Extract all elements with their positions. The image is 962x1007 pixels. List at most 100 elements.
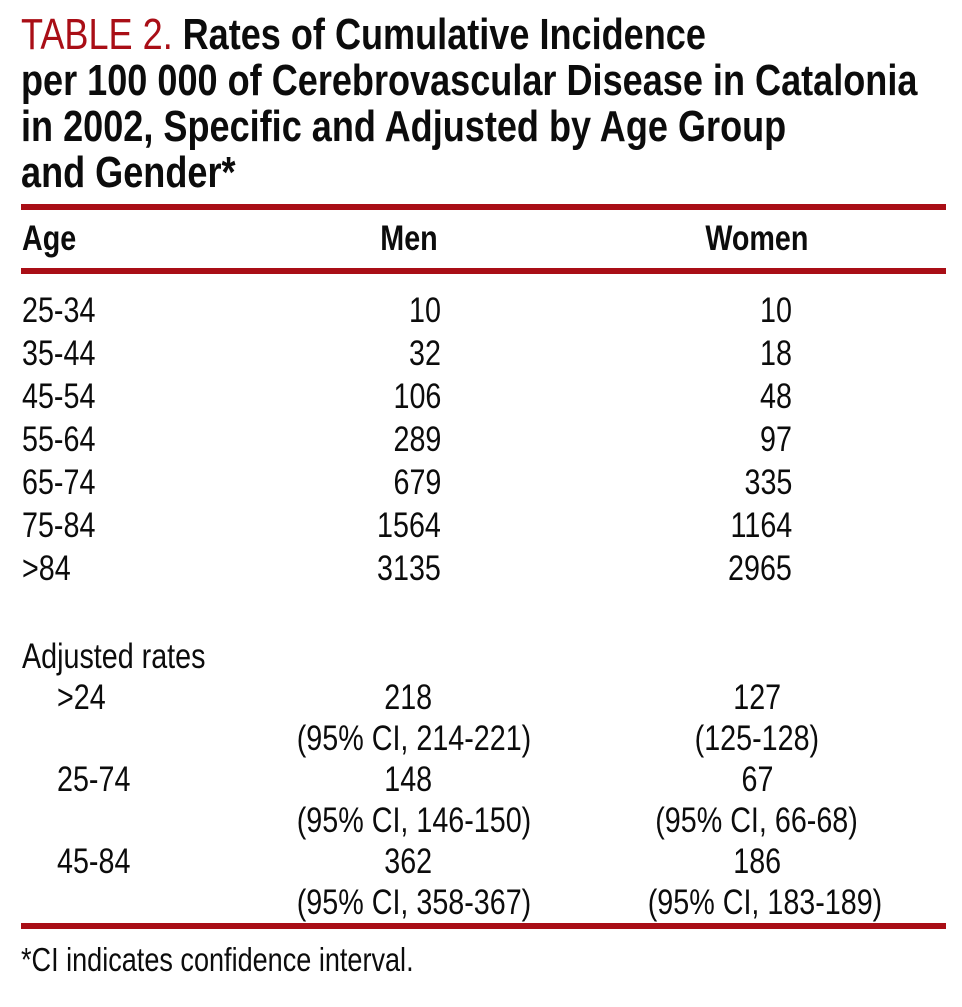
age-cell: 75-84 xyxy=(21,506,271,546)
men-value: 1564 xyxy=(377,505,441,545)
column-header-women-label: Women xyxy=(705,219,809,258)
women-ci-cell: (95% CI, 66-68) xyxy=(622,801,892,841)
age-cell: 25-34 xyxy=(21,291,271,331)
age-cell: 35-44 xyxy=(21,334,271,374)
men-value: 10 xyxy=(409,290,441,330)
age-value: 45-54 xyxy=(22,376,96,416)
women-value-cell: 186 xyxy=(622,842,892,882)
red-rule-header xyxy=(21,268,946,274)
table-row: 45-54 106 48 xyxy=(21,375,962,418)
red-rule-bottom xyxy=(21,923,946,929)
women-value: 1164 xyxy=(730,505,792,545)
men-value: 106 xyxy=(393,376,441,416)
table-row-ci: (95% CI, 358-367) (95% CI, 183-189) xyxy=(21,882,962,923)
column-header-men-label: Men xyxy=(379,219,438,258)
women-value: 97 xyxy=(760,419,792,459)
table-row-ci: (95% CI, 214-221) (125-128) xyxy=(21,718,962,759)
table-footnote-text: *CI indicates confidence interval. xyxy=(21,941,414,978)
table-row: 75-84 1564 1164 xyxy=(21,504,962,547)
women-ci-cell: (125-128) xyxy=(622,719,892,759)
table-row: 25-34 10 10 xyxy=(21,289,962,332)
men-value: 148 xyxy=(384,759,433,799)
red-rule-top xyxy=(21,204,946,210)
table-caption-line-4: and Gender* xyxy=(21,148,236,197)
table-caption-line-2: per 100 000 of Cerebrovascular Disease i… xyxy=(21,56,918,105)
women-value-cell: 48 xyxy=(622,377,892,417)
men-ci-cell: (95% CI, 358-367) xyxy=(271,883,546,923)
men-value: 362 xyxy=(384,841,433,881)
men-value-cell: 32 xyxy=(271,334,546,374)
women-ci-value: (125-128) xyxy=(694,718,820,758)
age-value: >24 xyxy=(57,677,106,717)
age-cell: 65-74 xyxy=(21,463,271,503)
section-label-row: Adjusted rates xyxy=(21,636,962,677)
table-row: 35-44 32 18 xyxy=(21,332,962,375)
table-caption: TABLE 2. Rates of Cumulative Incidence pe… xyxy=(21,12,946,196)
table-footnote: *CI indicates confidence interval. xyxy=(21,941,946,979)
women-ci-cell: (95% CI, 183-189) xyxy=(622,883,892,923)
women-value: 186 xyxy=(733,841,781,881)
table-row: 25-74 148 67 xyxy=(21,759,962,800)
women-value: 48 xyxy=(760,376,792,416)
men-value: 218 xyxy=(384,677,433,717)
men-value-cell: 362 xyxy=(271,842,546,882)
women-value-cell: 10 xyxy=(622,291,892,331)
table-row: 45-84 362 186 xyxy=(21,841,962,882)
women-ci-value: (95% CI, 66-68) xyxy=(655,800,859,840)
men-value: 3135 xyxy=(377,548,441,588)
men-ci-cell: (95% CI, 214-221) xyxy=(271,719,546,759)
age-cell: 45-54 xyxy=(21,377,271,417)
women-ci-value: (95% CI, 183-189) xyxy=(647,882,883,922)
women-value: 18 xyxy=(760,333,792,373)
age-value: 75-84 xyxy=(22,505,96,545)
age-cell: 25-74 xyxy=(21,760,271,800)
table-row-ci: (95% CI, 146-150) (95% CI, 66-68) xyxy=(21,800,962,841)
men-ci-cell: (95% CI, 146-150) xyxy=(271,801,546,841)
age-value: 25-34 xyxy=(22,290,96,330)
age-value: >84 xyxy=(22,548,71,588)
men-value-cell: 3135 xyxy=(271,549,546,589)
women-value: 2965 xyxy=(728,548,792,588)
table-caption-line-3: in 2002, Specific and Adjusted by Age Gr… xyxy=(21,102,787,151)
men-value: 679 xyxy=(393,462,441,502)
men-value: 289 xyxy=(393,419,441,459)
men-ci-value: (95% CI, 358-367) xyxy=(296,882,532,922)
adjusted-rates-section: Adjusted rates >24 218 127 (95% CI, 214-… xyxy=(0,636,962,923)
age-value: 35-44 xyxy=(22,333,96,373)
women-value-cell: 97 xyxy=(622,420,892,460)
section-label-text: Adjusted rates xyxy=(22,636,206,676)
table-row: 55-64 289 97 xyxy=(21,418,962,461)
men-value-cell: 1564 xyxy=(271,506,546,546)
table-header-row: Age Men Women xyxy=(21,210,962,268)
adjusted-rates-section-label: Adjusted rates xyxy=(21,637,271,677)
men-value-cell: 289 xyxy=(271,420,546,460)
women-value: 127 xyxy=(733,677,781,717)
table-row: >84 3135 2965 xyxy=(21,547,962,590)
age-specific-section: 25-34 10 10 35-44 32 18 45-54 106 48 55-… xyxy=(0,289,962,590)
table-row: 65-74 679 335 xyxy=(21,461,962,504)
men-value-cell: 218 xyxy=(271,678,546,718)
women-value: 67 xyxy=(741,759,773,799)
age-cell: >24 xyxy=(21,678,271,718)
men-value-cell: 106 xyxy=(271,377,546,417)
age-value: 25-74 xyxy=(57,759,131,799)
age-value: 65-74 xyxy=(22,462,96,502)
table-caption-line-1: TABLE 2. Rates of Cumulative Incidence xyxy=(21,12,706,58)
age-cell: 55-64 xyxy=(21,420,271,460)
men-value-cell: 679 xyxy=(271,463,546,503)
age-value: 55-64 xyxy=(22,419,96,459)
women-value: 10 xyxy=(760,290,792,330)
column-header-age: Age xyxy=(21,219,271,259)
column-header-women: Women xyxy=(622,219,892,259)
men-value-cell: 148 xyxy=(271,760,546,800)
women-value-cell: 335 xyxy=(622,463,892,503)
table-caption-text-1: Rates of Cumulative Incidence xyxy=(182,10,706,59)
column-header-age-label: Age xyxy=(22,219,77,258)
age-cell: 45-84 xyxy=(21,842,271,882)
age-value: 45-84 xyxy=(57,841,131,881)
men-ci-value: (95% CI, 146-150) xyxy=(296,800,532,840)
women-value-cell: 18 xyxy=(622,334,892,374)
men-value-cell: 10 xyxy=(271,291,546,331)
women-value-cell: 2965 xyxy=(622,549,892,589)
women-value-cell: 127 xyxy=(622,678,892,718)
